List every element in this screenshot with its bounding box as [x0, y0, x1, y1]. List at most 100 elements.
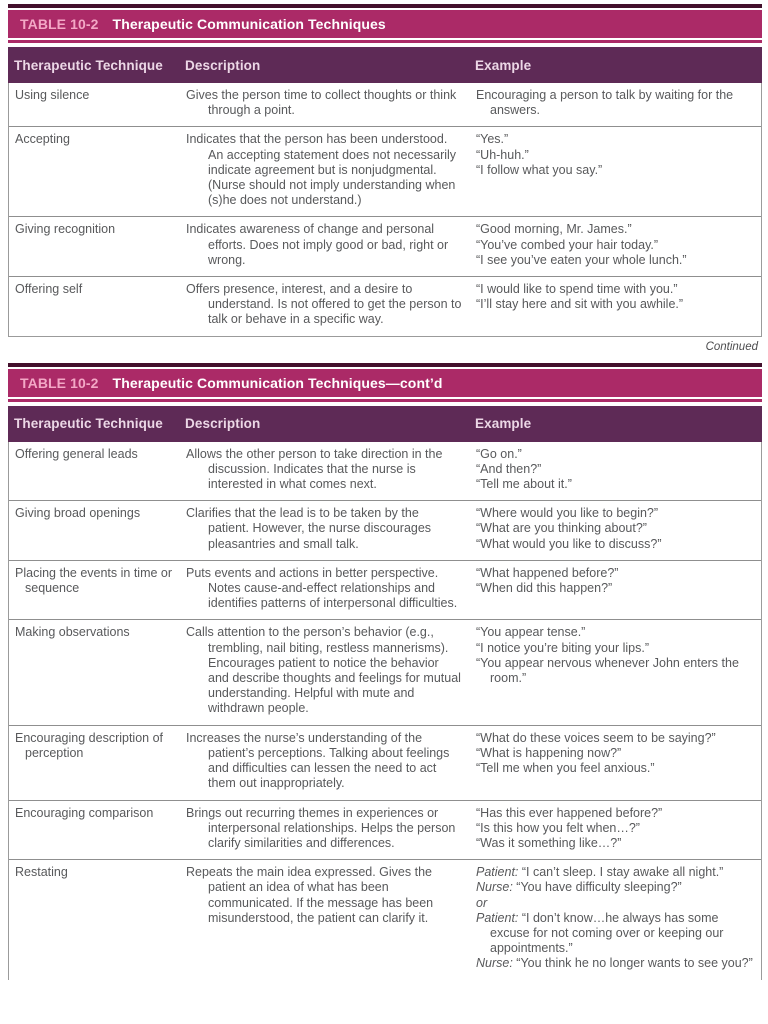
- example-cell: “I would like to spend time with you.” “I…: [476, 277, 761, 336]
- example-line: Patient: “I can’t sleep. I stay awake al…: [476, 865, 724, 880]
- example-cell: “Go on.” “And then?” “Tell me about it.”: [476, 442, 761, 501]
- example-line: “Was it something like…?”: [476, 835, 622, 850]
- table-therapeutic-techniques: TABLE 10-2 Therapeutic Communication Tec…: [8, 4, 762, 337]
- speaker-label: Nurse:: [476, 880, 513, 895]
- description-cell: Brings out recurring themes in experienc…: [186, 805, 456, 850]
- example-line: “I follow what you say.”: [476, 162, 603, 177]
- description-cell: Allows the other person to take directio…: [186, 446, 443, 492]
- example-line: Nurse: “You think he no longer wants to …: [476, 956, 753, 971]
- example-line: “You appear nervous whenever John enters…: [476, 655, 739, 686]
- table-title-rule: [8, 40, 762, 43]
- example-cell: “Where would you like to begin?” “What ar…: [476, 501, 761, 560]
- description-cell: Calls attention to the person’s behavior…: [186, 625, 461, 716]
- description-cell: Indicates awareness of change and person…: [186, 222, 449, 267]
- technique-cell: Accepting: [15, 132, 70, 147]
- example-cell: Patient: “I can’t sleep. I stay awake al…: [476, 860, 761, 979]
- description-cell: Offers presence, interest, and a desire …: [186, 282, 462, 327]
- continued-note: Continued: [705, 340, 758, 353]
- speaker-label: Patient:: [476, 865, 519, 880]
- example-line: Nurse: “You have difficulty sleeping?”: [476, 880, 682, 895]
- table-row: Encouraging comparison Brings out recurri…: [9, 799, 761, 860]
- technique-cell: Placing the events in time or sequence: [15, 565, 173, 596]
- example-line: “I see you’ve eaten your whole lunch.”: [476, 252, 687, 267]
- technique-cell: Offering self: [15, 282, 83, 297]
- description-cell: Gives the person time to collect thought…: [186, 88, 457, 118]
- description-cell: Puts events and actions in better perspe…: [186, 565, 458, 611]
- table-row: Giving broad openings Clarifies that the …: [9, 500, 761, 560]
- example-line: “Tell me about it.”: [476, 477, 572, 492]
- example-line: “I notice you’re biting your lips.”: [476, 640, 649, 655]
- example-cell: “Good morning, Mr. James.” “You’ve combed…: [476, 217, 761, 276]
- speaker-label: Nurse:: [476, 956, 513, 971]
- table-number-label: TABLE 10-2: [20, 374, 99, 391]
- table-row: Restating Repeats the main idea expressed…: [9, 859, 761, 979]
- example-line: “Tell me when you feel anxious.”: [476, 761, 655, 776]
- example-line: “What happened before?”: [476, 565, 619, 580]
- description-cell: Increases the nurse’s understanding of t…: [186, 730, 450, 791]
- table-top-rule: [8, 362, 762, 367]
- table-row: Making observations Calls attention to th…: [9, 619, 761, 724]
- example-line: “Has this ever happened before?”: [476, 805, 663, 820]
- example-line: “Is this how you felt when…?”: [476, 820, 640, 835]
- example-line: “And then?”: [476, 461, 542, 476]
- description-cell: Indicates that the person has been under…: [186, 132, 457, 208]
- column-header: Therapeutic Technique: [14, 57, 163, 73]
- header-gap: [8, 43, 762, 47]
- technique-cell: Offering general leads: [15, 446, 138, 461]
- column-header: Example: [475, 416, 532, 432]
- table-row: Offering general leads Allows the other p…: [9, 442, 761, 501]
- example-line: “I would like to spend time with you.”: [476, 282, 678, 297]
- example-line: “What do these voices seem to be saying?…: [476, 730, 716, 745]
- technique-cell: Restating: [15, 865, 68, 880]
- example-line: Encouraging a person to talk by waiting …: [476, 88, 734, 118]
- example-line: “Go on.”: [476, 446, 522, 461]
- example-line: or: [476, 896, 755, 911]
- column-header: Description: [185, 57, 261, 73]
- description-cell: Repeats the main idea expressed. Gives t…: [186, 865, 434, 925]
- technique-cell: Making observations: [15, 625, 130, 640]
- table-body: Using silence Gives the person time to co…: [8, 83, 762, 337]
- column-headers: Therapeutic Technique Description Example: [8, 405, 762, 442]
- technique-cell: Encouraging description of perception: [15, 730, 164, 760]
- example-line: “Where would you like to begin?”: [476, 506, 659, 521]
- table-number-label: TABLE 10-2: [20, 16, 99, 32]
- example-line: “You’ve combed your hair today.”: [476, 237, 659, 252]
- table-row: Accepting Indicates that the person has b…: [9, 126, 761, 216]
- example-cell: “What happened before?” “When did this ha…: [476, 561, 761, 620]
- table-row: Offering self Offers presence, interest, …: [9, 276, 761, 336]
- example-line: “What is happening now?”: [476, 745, 622, 760]
- table-row: Using silence Gives the person time to co…: [9, 83, 761, 126]
- header-gap: [8, 401, 762, 406]
- description-cell: Clarifies that the lead is to be taken b…: [186, 506, 432, 551]
- example-line: “Uh-huh.”: [476, 147, 529, 162]
- technique-cell: Giving recognition: [15, 222, 116, 237]
- table-title: Therapeutic Communication Techniques: [112, 16, 386, 32]
- table-top-rule: [8, 4, 762, 8]
- column-header: Therapeutic Technique: [14, 416, 163, 432]
- table-row: Placing the events in time or sequence Pu…: [9, 559, 761, 620]
- table-title-bar: TABLE 10-2 Therapeutic Communication Tec…: [8, 368, 762, 397]
- example-line: “I’ll stay here and sit with you awhile.…: [476, 297, 684, 312]
- example-line: “Good morning, Mr. James.”: [476, 222, 632, 237]
- table-title: Therapeutic Communication Techniques—con…: [112, 374, 443, 391]
- table-body: Offering general leads Allows the other p…: [8, 441, 762, 980]
- example-line: “What would you like to discuss?”: [476, 536, 662, 551]
- table-title-rule: [8, 398, 762, 402]
- example-line: Patient: “I don’t know…he always has som…: [476, 910, 724, 956]
- technique-cell: Using silence: [15, 88, 90, 102]
- table-row: Encouraging description of perception Inc…: [9, 724, 761, 800]
- column-headers: Therapeutic Technique Description Example: [8, 47, 762, 83]
- example-cell: “You appear tense.” “I notice you’re biti…: [476, 620, 761, 724]
- example-line: “What are you thinking about?”: [476, 521, 647, 536]
- example-cell: “Has this ever happened before?” “Is this…: [476, 801, 761, 860]
- table-therapeutic-techniques-contd: TABLE 10-2 Therapeutic Communication Tec…: [8, 362, 762, 980]
- table-row: Giving recognition Indicates awareness of…: [9, 216, 761, 276]
- example-line: “You appear tense.”: [476, 625, 586, 640]
- example-line: “When did this happen?”: [476, 581, 613, 596]
- example-cell: Encouraging a person to talk by waiting …: [476, 83, 761, 126]
- example-line: “Yes.”: [476, 132, 509, 147]
- speaker-label: Patient:: [476, 910, 519, 925]
- speaker-label: or: [476, 895, 488, 910]
- example-cell: “Yes.” “Uh-huh.” “I follow what you say.”: [476, 127, 761, 216]
